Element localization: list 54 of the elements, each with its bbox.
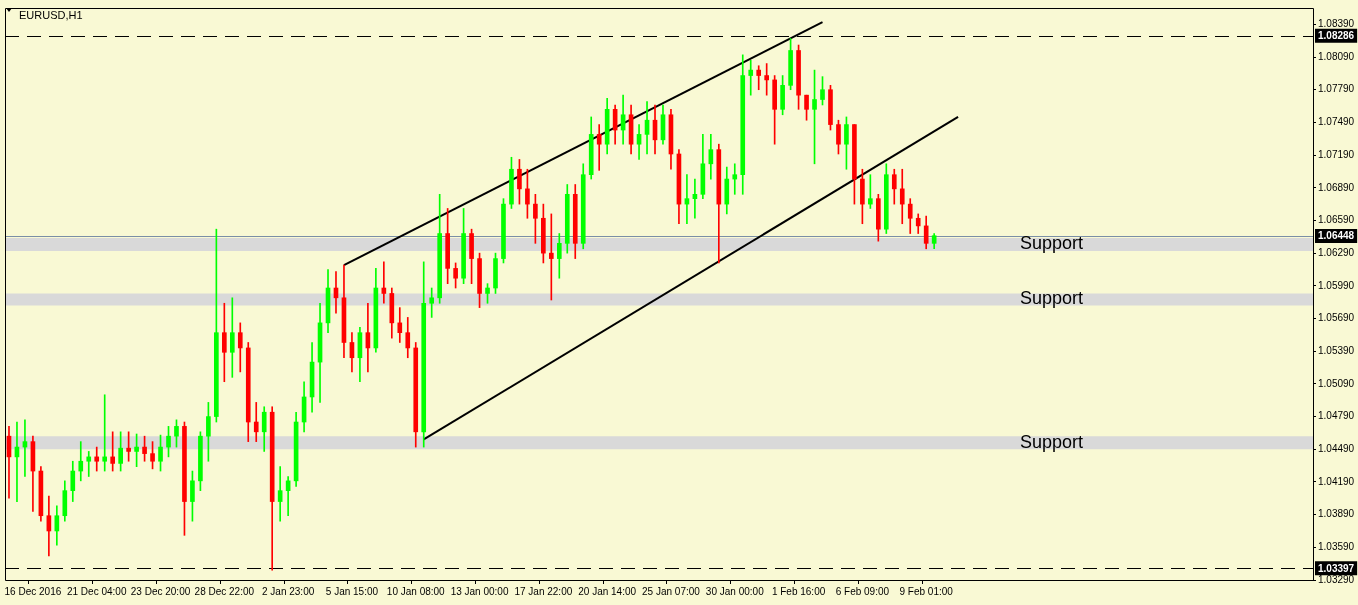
candlestick: [732, 163, 738, 195]
x-tick-label: 6 Feb 09:00: [835, 585, 890, 597]
x-tick-label: 17 Jan 22:00: [514, 585, 573, 597]
x-tick-label: 21 Dec 04:00: [66, 585, 127, 597]
x-tick-label: 28 Dec 22:00: [194, 585, 255, 597]
x-tick-label: 13 Jan 00:00: [450, 585, 509, 597]
ref-line-label: 1.08286: [1318, 29, 1355, 41]
y-tick-label: 1.05690: [1318, 312, 1355, 324]
candlestick: [764, 63, 769, 96]
y-tick-label: 1.08390: [1318, 18, 1355, 30]
y-tick-label: 1.05990: [1318, 279, 1355, 291]
y-tick-label: 1.05390: [1318, 344, 1355, 356]
y-tick-label: 1.06890: [1318, 181, 1355, 193]
x-tick-label: 1 Feb 16:00: [771, 585, 826, 597]
band-label: Support: [1019, 431, 1083, 452]
candlestick: [596, 124, 602, 171]
candlestick: [229, 297, 235, 378]
x-tick-label: 20 Jan 14:00: [578, 585, 637, 597]
candlestick: [253, 402, 259, 442]
y-tick-label: 1.04790: [1318, 410, 1355, 422]
y-tick-label: 1.06290: [1318, 246, 1355, 258]
candlestick: [78, 441, 84, 482]
y-tick-label: 1.07790: [1318, 83, 1355, 95]
candlestick: [102, 394, 108, 472]
ref-line-label: 1.06448: [1318, 230, 1355, 242]
chart-title: EURUSD,H1: [19, 9, 83, 22]
y-tick-label: 1.03890: [1318, 508, 1355, 520]
y-tick-label: 1.07190: [1318, 148, 1355, 160]
y-tick-label: 1.07490: [1318, 116, 1355, 128]
x-tick-label: 10 Jan 08:00: [386, 585, 446, 597]
x-tick-label: 16 Dec 2016: [4, 585, 62, 597]
candlestick: [429, 287, 435, 318]
candlestick: [94, 446, 100, 472]
candlestick: [756, 65, 762, 91]
y-tick-label: 1.06590: [1318, 214, 1355, 226]
x-tick-label: 2 Jan 23:00: [262, 585, 315, 597]
y-tick-label: 1.08090: [1318, 50, 1355, 62]
x-tick-label: 25 Jan 07:00: [642, 585, 701, 597]
x-tick-label: 9 Feb 01:00: [899, 585, 954, 597]
y-tick-label: 1.03590: [1318, 541, 1355, 553]
y-tick-label: 1.04190: [1318, 475, 1355, 487]
x-tick-label: 23 Dec 20:00: [130, 585, 191, 597]
ref-line-label: 1.03397: [1318, 562, 1355, 574]
y-tick-label: 1.05090: [1318, 377, 1355, 389]
band-label: Support: [1019, 233, 1083, 254]
y-tick-label: 1.03290: [1318, 573, 1355, 585]
x-tick-label: 30 Jan 00:00: [705, 585, 765, 597]
x-tick-label: 5 Jan 15:00: [325, 585, 379, 597]
candlestick: [748, 59, 754, 96]
candlestick: [549, 213, 554, 301]
candlestick: [86, 451, 92, 477]
band-label: Support: [1019, 288, 1083, 309]
candlestick: [110, 431, 115, 472]
y-tick-label: 1.04490: [1318, 443, 1355, 455]
